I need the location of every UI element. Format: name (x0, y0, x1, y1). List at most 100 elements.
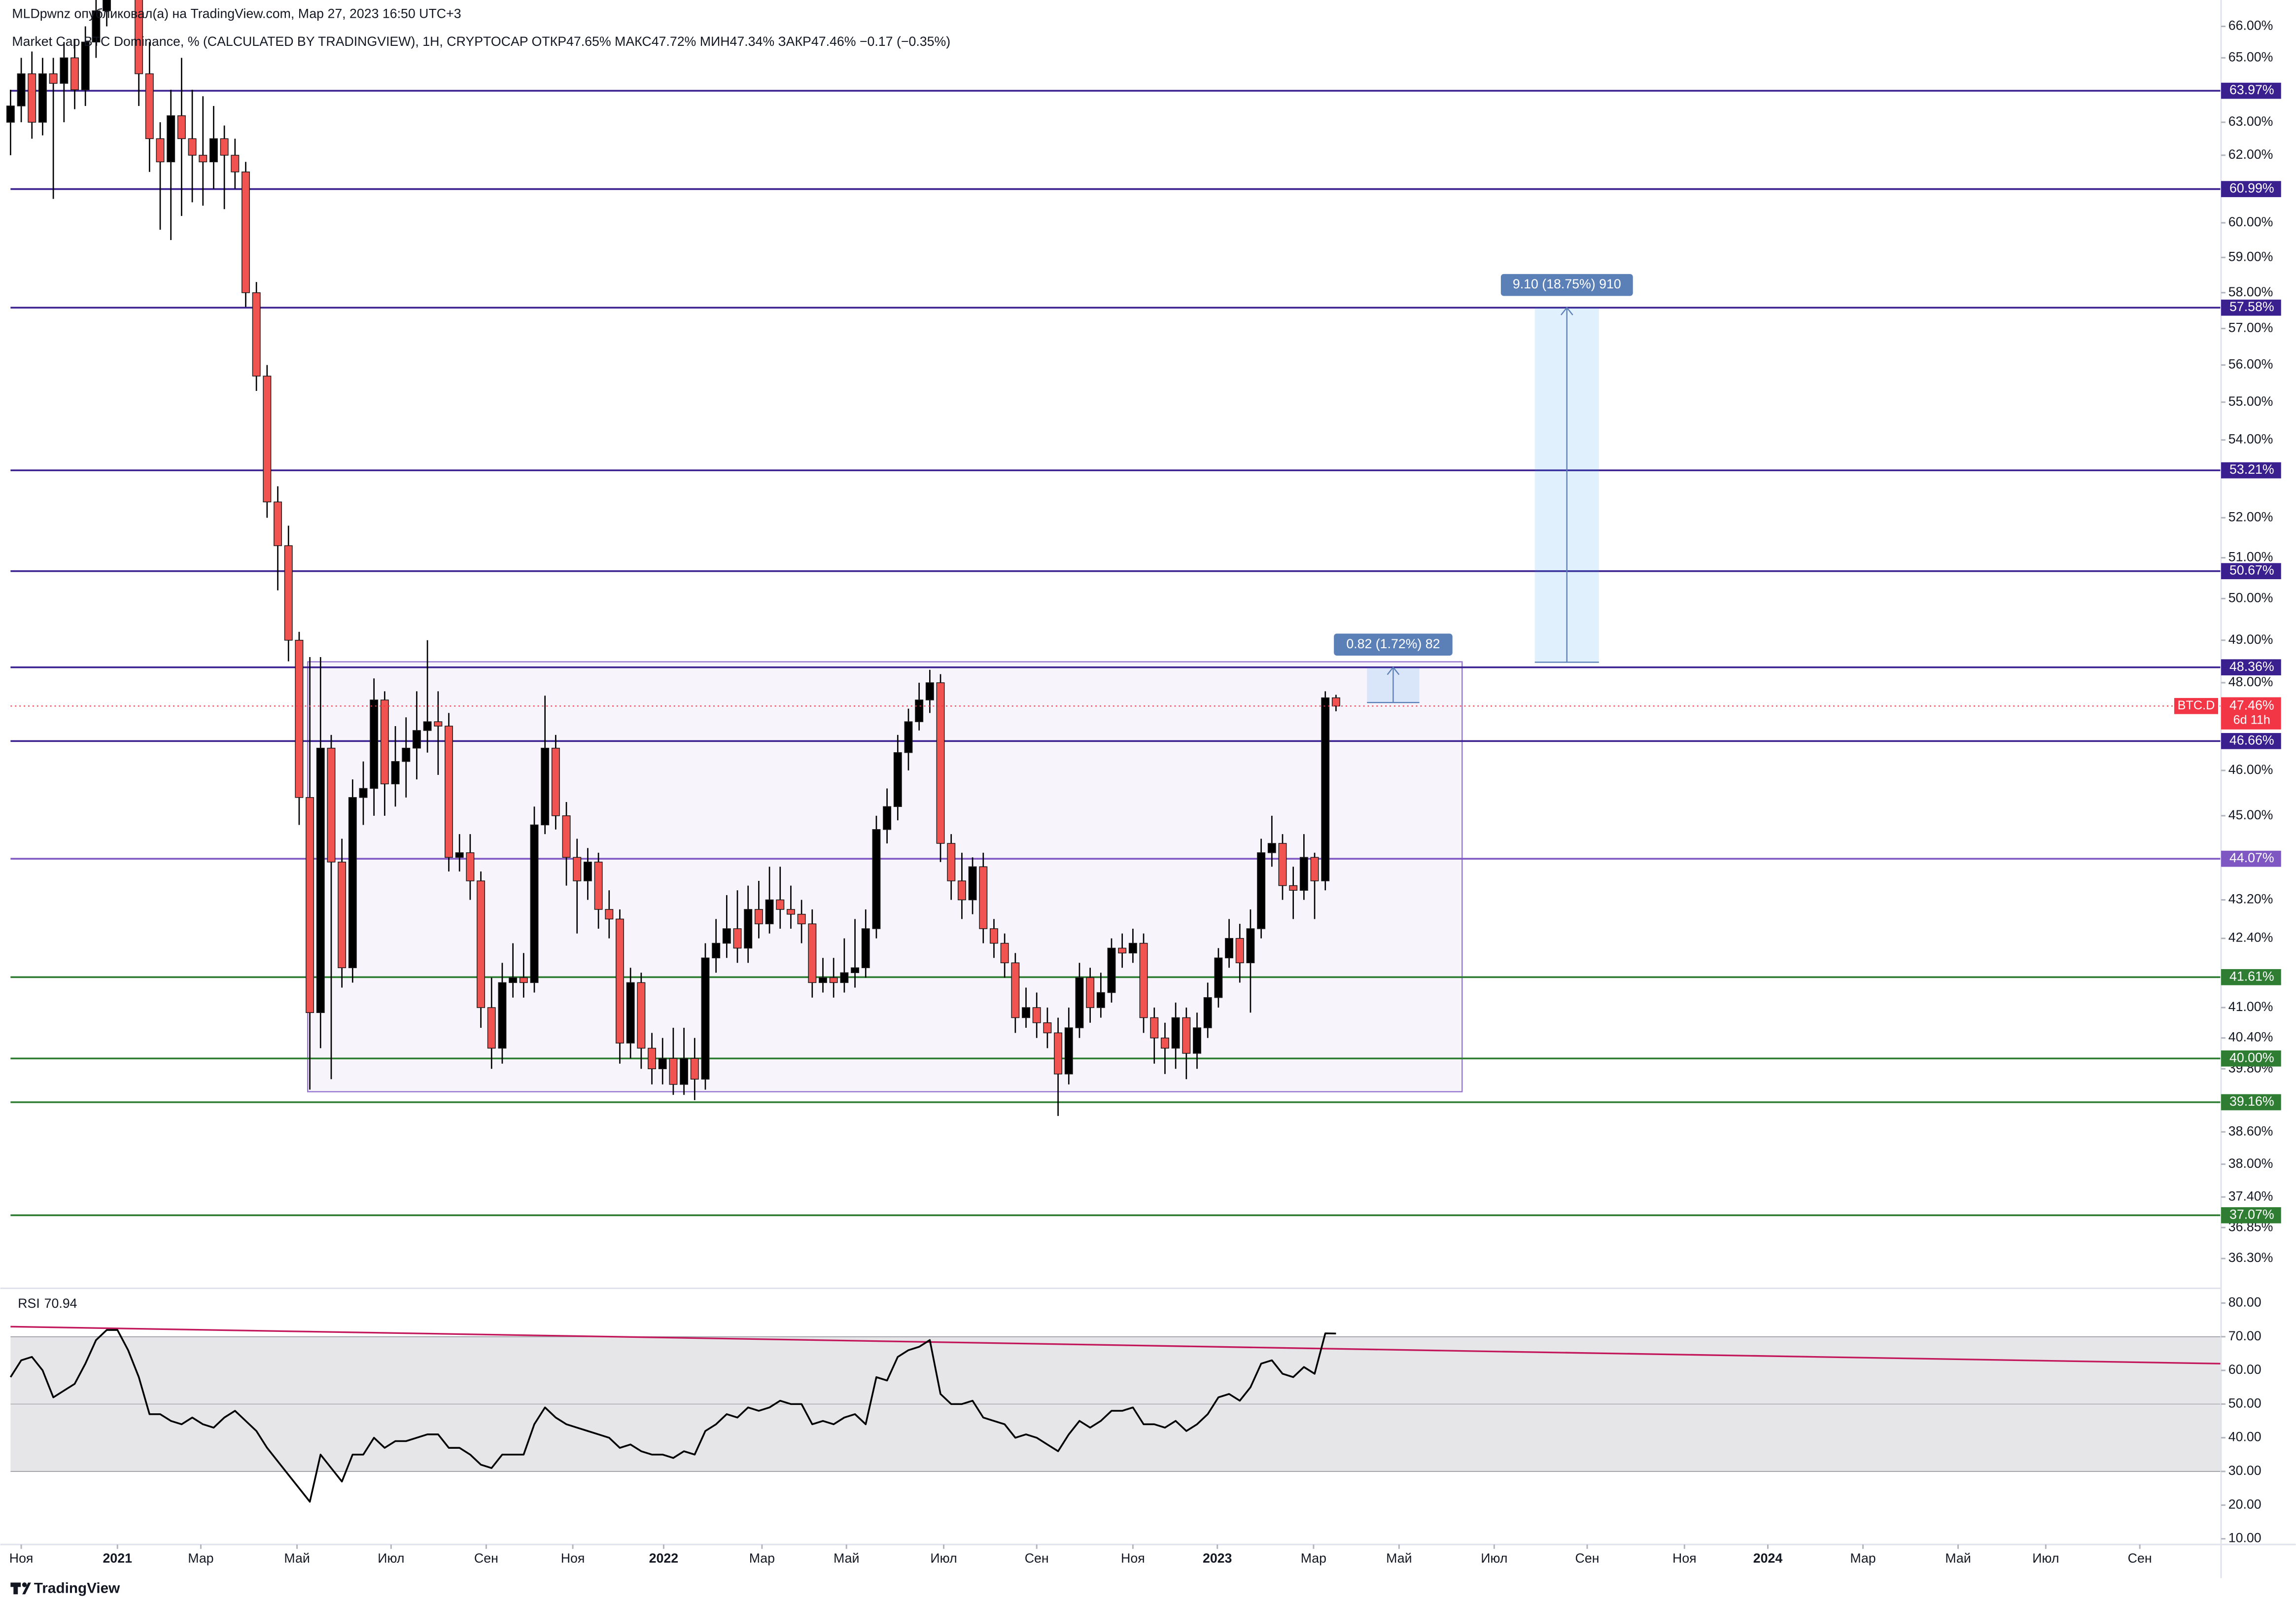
candle-body (754, 909, 763, 924)
y-tick-label: 49.00% (2228, 632, 2273, 647)
candle-body (583, 862, 592, 881)
candle-body (989, 928, 998, 944)
candle-body (915, 699, 924, 722)
y-tick-label: 55.00% (2228, 394, 2273, 409)
candle-body (28, 73, 36, 123)
countdown-label: 6d 11h (2233, 713, 2270, 727)
candle-body (616, 918, 624, 1044)
y-tick-label: 38.60% (2228, 1123, 2273, 1138)
x-tick-label: 2021 (103, 1551, 133, 1566)
candle-body (1299, 857, 1308, 891)
candle-body (1032, 1007, 1041, 1023)
candle-body (1139, 943, 1148, 1018)
y-tick-label: 30.00 (2228, 1463, 2261, 1478)
level-label: 53.21% (2229, 462, 2274, 477)
rsi-line (9, 1329, 1336, 1503)
level-tag (2221, 181, 2281, 197)
candle-body (1321, 697, 1330, 881)
candle-body (60, 57, 69, 84)
x-tick-label: Мар (749, 1551, 775, 1566)
y-tick-label: 37.40% (2228, 1188, 2273, 1203)
x-tick-label: 2022 (649, 1551, 678, 1566)
level-tag (2221, 1207, 2281, 1223)
candle-body (1278, 843, 1287, 886)
y-tick-label: 59.00% (2228, 249, 2273, 264)
footer-logo (10, 1582, 31, 1595)
x-tick-label: Сен (474, 1551, 498, 1566)
level-label: 37.07% (2229, 1207, 2274, 1222)
logo-part (13, 1582, 18, 1595)
candle-body (209, 138, 218, 163)
level-label: 50.67% (2229, 563, 2274, 578)
candle-body (284, 545, 293, 641)
candle-body (744, 909, 753, 949)
candle-body (551, 747, 560, 816)
candle-body (1193, 1027, 1201, 1054)
candle-body (263, 376, 272, 503)
candle-body (252, 292, 261, 377)
x-tick-label: Ноя (1672, 1551, 1697, 1566)
level-tag (2221, 850, 2281, 867)
candle-body (936, 682, 945, 844)
candle-body (1214, 957, 1223, 998)
y-tick-label: 41.00% (2228, 999, 2273, 1014)
candle-body (808, 923, 817, 983)
level-tag (2221, 659, 2281, 676)
candle-body (92, 10, 101, 43)
x-tick-label: Ноя (1121, 1551, 1145, 1566)
candle-body (445, 726, 453, 858)
measure-label: 9.10 (18.75%) 910 (1513, 277, 1621, 291)
x-tick-label: Май (284, 1551, 310, 1566)
level-label: 60.99% (2229, 181, 2274, 196)
candle-body (872, 829, 881, 929)
x-tick-label: Июл (378, 1551, 404, 1566)
x-tick-label: Май (1945, 1551, 1971, 1566)
level-tag (2221, 462, 2281, 479)
candle-body (562, 815, 571, 858)
x-tick-label: 2024 (1753, 1551, 1783, 1566)
y-tick-label: 10.00 (2228, 1531, 2261, 1545)
level-tag (2221, 733, 2281, 749)
level-label: 63.97% (2229, 82, 2274, 97)
candle-body (487, 1007, 496, 1049)
candle-body (680, 1058, 689, 1085)
y-tick-label: 65.00% (2228, 49, 2273, 64)
x-tick-label: Июл (1481, 1551, 1507, 1566)
candle-body (81, 41, 90, 90)
y-tick-label: 70.00 (2228, 1328, 2261, 1343)
candle-body (295, 640, 304, 798)
y-tick-label: 40.00 (2228, 1430, 2261, 1444)
candle-body (701, 957, 710, 1080)
candle-body (957, 880, 966, 901)
y-tick-label: 60.00 (2228, 1362, 2261, 1377)
candle-body (231, 155, 240, 173)
candle-body (605, 909, 614, 920)
candle-body (1043, 1022, 1052, 1034)
rsi-value: 70.94 (44, 1296, 77, 1311)
y-tick-label: 60.00% (2228, 214, 2273, 229)
candle-body (70, 57, 79, 90)
y-tick-label: 80.00 (2228, 1294, 2261, 1309)
logo-part (22, 1582, 31, 1595)
x-tick-label: Мар (188, 1551, 213, 1566)
x-tick-label: Сен (1575, 1551, 1600, 1566)
candle-body (1075, 977, 1084, 1028)
candle-body (1203, 997, 1212, 1028)
y-tick-label: 57.00% (2228, 320, 2273, 335)
candle-body (573, 857, 582, 881)
candle-body (220, 138, 229, 156)
symbol-tag (2174, 698, 2219, 714)
plot-main: 0.82 (1.72%) 82 9.10 (18.75%) 910 (6, 0, 2221, 1503)
y-tick-label: 42.40% (2228, 930, 2273, 945)
candle-body (1160, 1037, 1169, 1049)
y-tick-label: 62.00% (2228, 147, 2273, 162)
candle-body (648, 1047, 656, 1069)
candle-body (776, 899, 785, 910)
level-label: 40.00% (2229, 1050, 2274, 1065)
candle-body (348, 797, 357, 968)
candle-body (1118, 947, 1127, 954)
candle-body (338, 862, 347, 968)
candle-body (370, 699, 379, 789)
rsi-trendline (10, 1326, 2221, 1364)
